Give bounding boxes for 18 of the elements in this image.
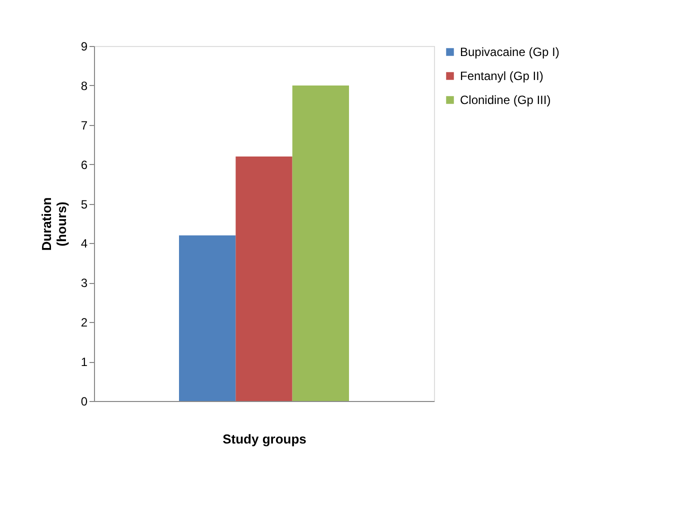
bar: [179, 235, 236, 401]
x-axis-title: Study groups: [222, 432, 306, 446]
y-tick-label: 0: [80, 394, 88, 408]
y-tick-label: 6: [80, 158, 88, 172]
y-tick-label: 9: [80, 40, 88, 54]
y-tick-label: 2: [80, 316, 88, 330]
y-tick-label: 8: [80, 78, 88, 93]
y-tick-label: 7: [80, 118, 88, 132]
legend-label: Fentanyl (Gp II): [460, 69, 544, 83]
bar: [236, 156, 292, 401]
y-tick-label: 4: [80, 236, 88, 251]
y-tick-label: 3: [80, 276, 88, 290]
y-tick-label: 1: [80, 355, 88, 370]
legend-label: Bupivacaine (Gp I): [460, 45, 560, 59]
legend-label: Clonidine (Gp III): [460, 93, 551, 107]
y-tick-label: 5: [80, 197, 88, 212]
bar: [292, 85, 349, 401]
y-axis-title: Duration (hours): [38, 197, 69, 251]
